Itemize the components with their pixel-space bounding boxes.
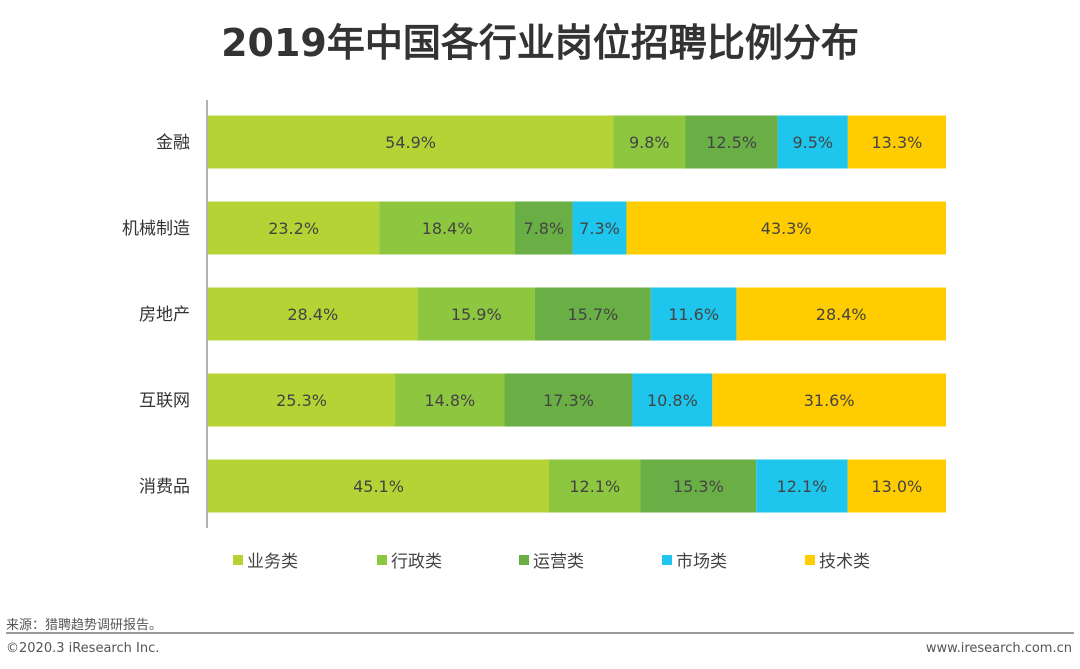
legend-label: 运营类 — [533, 552, 584, 572]
legend-swatch — [377, 555, 387, 565]
data-label: 15.7% — [567, 305, 618, 324]
bar-segment — [417, 287, 535, 341]
data-label: 15.9% — [451, 305, 502, 324]
bar-segment — [208, 287, 418, 341]
stacked-bar-chart: 金融 54.9% 9.8% 12.5% 9.5% 13.3% 机械制造 23.2% 18.4% 7… — [122, 100, 946, 572]
bar-segment — [572, 201, 627, 255]
data-label: 15.3% — [673, 477, 724, 496]
category-label: 房地产 — [139, 305, 190, 325]
bar-segment — [549, 459, 641, 513]
data-label: 12.1% — [569, 477, 620, 496]
chart-title: 2019年中国各行业岗位招聘比例分布 — [221, 21, 859, 65]
data-label: 12.1% — [777, 477, 828, 496]
bar-segment — [208, 201, 380, 255]
source-note: 来源：猎聘趋势调研报告。 — [6, 618, 163, 633]
bar-segment — [640, 459, 757, 513]
bar-segment — [650, 287, 737, 341]
data-label: 28.4% — [816, 305, 867, 324]
bar-segment — [613, 115, 686, 169]
bar-segment — [208, 459, 550, 513]
category-label: 金融 — [156, 133, 190, 153]
category-label: 机械制造 — [122, 219, 190, 239]
data-label: 13.3% — [872, 133, 923, 152]
data-label: 9.8% — [629, 133, 670, 152]
bar-segment — [736, 287, 946, 341]
bar-segment — [208, 115, 614, 169]
category-label: 互联网 — [139, 391, 190, 411]
category-label: 消费品 — [139, 477, 190, 497]
bar-segment — [515, 201, 573, 255]
data-label: 54.9% — [385, 133, 436, 152]
bar-segment — [534, 287, 651, 341]
data-label: 9.5% — [792, 133, 833, 152]
data-label: 12.5% — [706, 133, 757, 152]
bar-segment — [379, 201, 516, 255]
bar-segment — [626, 201, 946, 255]
bar-segment — [712, 373, 946, 427]
bar-segment — [777, 115, 848, 169]
legend-swatch — [233, 555, 243, 565]
bar-segment — [847, 459, 946, 513]
data-label: 14.8% — [424, 391, 475, 410]
footer-divider — [6, 632, 1074, 634]
data-label: 18.4% — [422, 219, 473, 238]
bar-segment — [632, 373, 713, 427]
legend-label: 市场类 — [676, 552, 727, 572]
copyright: ©2020.3 iResearch Inc. — [6, 641, 160, 656]
data-label: 43.3% — [761, 219, 812, 238]
legend-swatch — [805, 555, 815, 565]
data-label: 25.3% — [276, 391, 327, 410]
legend-swatch — [662, 555, 672, 565]
legend-label: 行政类 — [391, 552, 442, 572]
bar-segment — [756, 459, 848, 513]
data-label: 13.0% — [871, 477, 922, 496]
data-label: 7.8% — [523, 219, 564, 238]
bar-segment — [395, 373, 505, 427]
data-label: 23.2% — [268, 219, 319, 238]
bar-segment — [685, 115, 778, 169]
legend-label: 业务类 — [247, 552, 298, 572]
legend-label: 技术类 — [819, 552, 870, 572]
data-label: 11.6% — [668, 305, 719, 324]
data-label: 17.3% — [543, 391, 594, 410]
data-label: 7.3% — [579, 219, 620, 238]
data-label: 10.8% — [647, 391, 698, 410]
website-url: www.iresearch.com.cn — [925, 641, 1072, 656]
legend-swatch — [519, 555, 529, 565]
bar-segment — [847, 115, 946, 169]
bar-segment — [504, 373, 633, 427]
bar-segment — [208, 373, 396, 427]
data-label: 28.4% — [287, 305, 338, 324]
data-label: 31.6% — [804, 391, 855, 410]
data-label: 45.1% — [353, 477, 404, 496]
